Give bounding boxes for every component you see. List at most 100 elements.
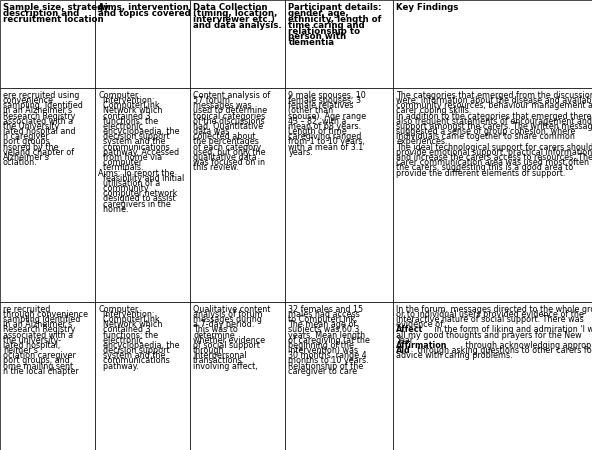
Text: functions: the: functions: the (98, 331, 158, 340)
Text: port groups: port groups (3, 137, 50, 146)
Text: analysis of forum: analysis of forum (193, 310, 263, 319)
Text: Year’: Year’ (397, 336, 416, 345)
Text: interviewer etc.): interviewer etc.) (193, 15, 275, 24)
Text: collected about: collected about (193, 132, 256, 141)
Text: heimer's: heimer's (3, 346, 38, 355)
Text: months to 10 years.: months to 10 years. (288, 356, 369, 365)
Bar (285, 0, 394, 88)
Text: in the form of liking and admiration ‘I wish you: in the form of liking and admiration ‘I … (432, 325, 592, 334)
Text: data was: data was (193, 127, 230, 136)
Text: 32 females and 15: 32 females and 15 (288, 305, 363, 314)
Text: contained 3: contained 3 (98, 325, 150, 334)
Text: was focused on in: was focused on in (193, 158, 265, 167)
Text: the University: the University (3, 122, 59, 131)
Text: evidence of:: evidence of: (397, 320, 446, 329)
Text: experiences.: experiences. (397, 137, 448, 146)
Text: provide the different elements of support.: provide the different elements of suppor… (397, 168, 566, 177)
Text: relationship to: relationship to (288, 27, 361, 36)
Text: carer communication area was used most often by: carer communication area was used most o… (397, 158, 592, 167)
Text: from 1 to 10 years,: from 1 to 10 years, (288, 137, 365, 146)
Text: The ideal technological support for carers should: The ideal technological support for care… (397, 143, 592, 152)
Text: re recruited: re recruited (3, 305, 50, 314)
Text: Computer: Computer (98, 305, 139, 314)
Text: person with: person with (288, 32, 346, 41)
Text: with a mean of 3.1: with a mean of 3.1 (288, 143, 363, 152)
Text: messages was: messages was (193, 101, 252, 110)
Text: spouse). Age range: spouse). Age range (288, 112, 366, 121)
Text: individuals came together to share common: individuals came together to share commo… (397, 132, 575, 141)
Text: Network which: Network which (98, 106, 162, 115)
Text: Affirmation: Affirmation (397, 341, 448, 350)
Text: qualitative data: qualitative data (193, 153, 257, 162)
Text: Participant details:: Participant details: (288, 3, 382, 12)
Text: (other than: (other than (288, 106, 333, 115)
Text: pathway. Accessed: pathway. Accessed (98, 148, 179, 157)
Text: decision support: decision support (98, 346, 170, 355)
Text: males had access: males had access (288, 310, 360, 319)
Text: In the forum, messages directed to the whole group: In the forum, messages directed to the w… (397, 305, 592, 314)
Text: recruitment location: recruitment location (3, 15, 104, 24)
Text: whether evidence: whether evidence (193, 336, 265, 345)
Bar (95, 0, 190, 88)
Text: ere recruited using: ere recruited using (3, 91, 79, 100)
Text: Content analysis of: Content analysis of (193, 91, 271, 100)
Text: computer: computer (98, 158, 142, 167)
Text: iated hospital and: iated hospital and (3, 127, 75, 136)
Text: n the local chapter: n the local chapter (3, 367, 79, 376)
Text: ociation caregiver: ociation caregiver (3, 351, 76, 360)
Bar (285, 88, 394, 302)
Text: gender, age,: gender, age, (288, 9, 349, 18)
Text: provide emotional support, practical information: provide emotional support, practical inf… (397, 148, 592, 157)
Text: had. Quantitative: had. Quantitative (193, 122, 263, 131)
Text: messages during: messages during (193, 315, 262, 324)
Text: electronic: electronic (98, 336, 143, 345)
Text: community resources, behaviour management and: community resources, behaviour managemen… (397, 101, 592, 110)
Text: time caring and: time caring and (288, 21, 365, 30)
Text: Sample size, strategy: Sample size, strategy (3, 3, 109, 12)
Bar (394, 88, 592, 302)
Bar (0, 302, 95, 450)
Bar (190, 302, 285, 450)
Text: mean of 68 years.: mean of 68 years. (288, 122, 362, 131)
Text: Intervention:: Intervention: (98, 310, 155, 319)
Text: determine: determine (193, 331, 235, 340)
Text: utilisation of a: utilisation of a (98, 179, 160, 188)
Text: used, but only the: used, but only the (193, 148, 266, 157)
Text: associated with a: associated with a (3, 331, 73, 340)
Text: contained 3: contained 3 (98, 112, 150, 121)
Text: caregiving ranged: caregiving ranged (288, 132, 362, 141)
Text: through acknowledging appropriateness.: through acknowledging appropriateness. (463, 341, 592, 350)
Text: system and the: system and the (98, 351, 166, 360)
Text: or to individual users provided evidence of the: or to individual users provided evidence… (397, 310, 584, 319)
Text: home.: home. (98, 205, 128, 214)
Text: designed to assist: designed to assist (98, 194, 176, 203)
Text: beginning of the: beginning of the (288, 341, 354, 350)
Text: interactive nature of social support. There was: interactive nature of social support. Th… (397, 315, 584, 324)
Text: Key Findings: Key Findings (397, 3, 459, 12)
Text: iated hospital,: iated hospital, (3, 341, 60, 350)
Text: caregiver to care: caregiver to care (288, 367, 358, 376)
Text: the percentages: the percentages (193, 137, 259, 146)
Text: convenience: convenience (3, 96, 54, 105)
Text: description and: description and (3, 9, 79, 18)
Text: pathway.: pathway. (98, 362, 139, 371)
Text: of each category: of each category (193, 143, 262, 152)
Text: communications: communications (98, 143, 170, 152)
Text: transactions: transactions (193, 356, 243, 365)
Text: used to determine: used to determine (193, 106, 268, 115)
Text: ethnicity, length of: ethnicity, length of (288, 15, 382, 24)
Text: of the discussions: of the discussions (193, 117, 265, 126)
Text: were: information about the disease and available: were: information about the disease and … (397, 96, 592, 105)
Text: Aims, intervention: Aims, intervention (98, 3, 189, 12)
Text: community: community (98, 184, 149, 193)
Text: encyclopaedia, the: encyclopaedia, the (98, 127, 179, 136)
Text: sampling. Identified: sampling. Identified (3, 101, 83, 110)
Text: Research Registry: Research Registry (3, 325, 75, 334)
Text: system and the: system and the (98, 137, 166, 146)
Text: female relatives: female relatives (288, 101, 354, 110)
Text: female spouses, 3: female spouses, 3 (288, 96, 361, 105)
Text: years. Mean length: years. Mean length (288, 331, 365, 340)
Text: decision support: decision support (98, 132, 170, 141)
Text: and increase the carers access to resources. The: and increase the carers access to resour… (397, 153, 592, 162)
Text: involving affect,: involving affect, (193, 362, 258, 371)
